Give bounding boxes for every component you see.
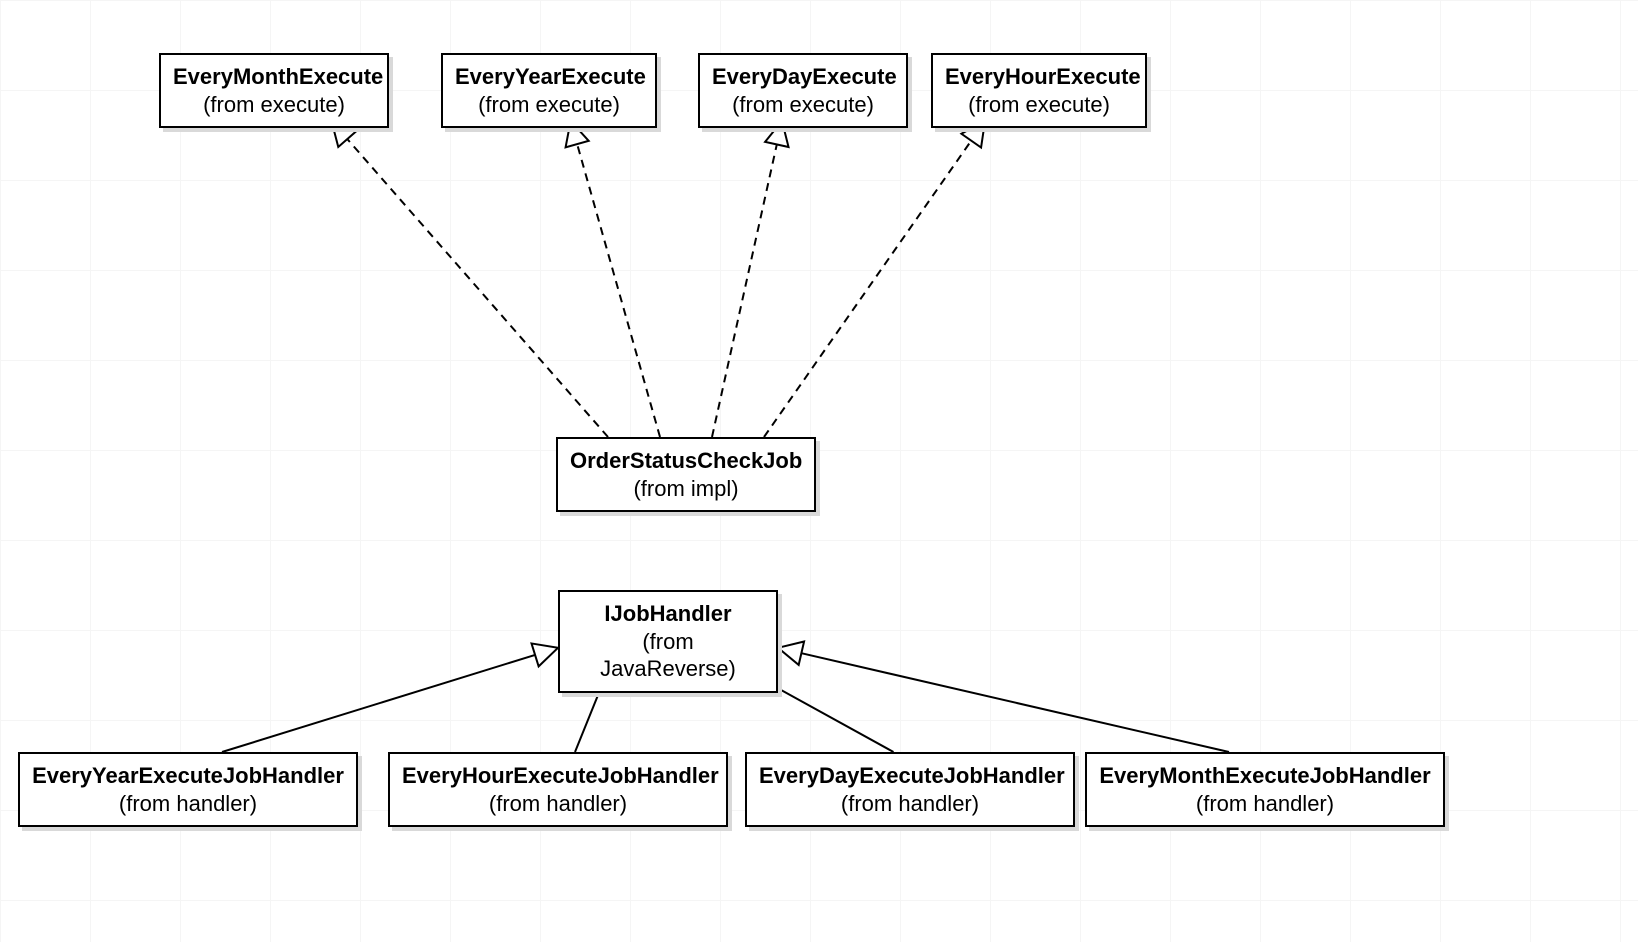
node-title: EveryDayExecuteJobHandler xyxy=(759,762,1061,790)
node-title: EveryHourExecute xyxy=(945,63,1133,91)
node-title: EveryMonthExecuteJobHandler xyxy=(1099,762,1431,790)
node-sub: (from JavaReverse) xyxy=(572,628,764,683)
node-order-status-check-job: OrderStatusCheckJob (from impl) xyxy=(556,437,816,512)
node-every-day-handler: EveryDayExecuteJobHandler (from handler) xyxy=(745,752,1075,827)
node-sub: (from handler) xyxy=(32,790,344,818)
node-every-hour-execute: EveryHourExecute (from execute) xyxy=(931,53,1147,128)
node-every-month-execute: EveryMonthExecute (from execute) xyxy=(159,53,389,128)
node-title: EveryHourExecuteJobHandler xyxy=(402,762,714,790)
node-sub: (from execute) xyxy=(712,91,894,119)
node-every-year-execute: EveryYearExecute (from execute) xyxy=(441,53,657,128)
node-sub: (from handler) xyxy=(759,790,1061,818)
node-sub: (from execute) xyxy=(173,91,375,119)
node-sub: (from impl) xyxy=(570,475,802,503)
node-sub: (from execute) xyxy=(455,91,643,119)
node-sub: (from execute) xyxy=(945,91,1133,119)
node-title: EveryMonthExecute xyxy=(173,63,375,91)
node-every-year-handler: EveryYearExecuteJobHandler (from handler… xyxy=(18,752,358,827)
node-every-month-handler: EveryMonthExecuteJobHandler (from handle… xyxy=(1085,752,1445,827)
node-sub: (from handler) xyxy=(402,790,714,818)
node-title: IJobHandler xyxy=(572,600,764,628)
node-every-day-execute: EveryDayExecute (from execute) xyxy=(698,53,908,128)
node-sub: (from handler) xyxy=(1099,790,1431,818)
diagram-canvas: EveryMonthExecute (from execute) EveryYe… xyxy=(0,0,1638,942)
node-ijobhandler: IJobHandler (from JavaReverse) xyxy=(558,590,778,693)
node-title: OrderStatusCheckJob xyxy=(570,447,802,475)
node-title: EveryYearExecute xyxy=(455,63,643,91)
node-title: EveryYearExecuteJobHandler xyxy=(32,762,344,790)
node-every-hour-handler: EveryHourExecuteJobHandler (from handler… xyxy=(388,752,728,827)
node-title: EveryDayExecute xyxy=(712,63,894,91)
